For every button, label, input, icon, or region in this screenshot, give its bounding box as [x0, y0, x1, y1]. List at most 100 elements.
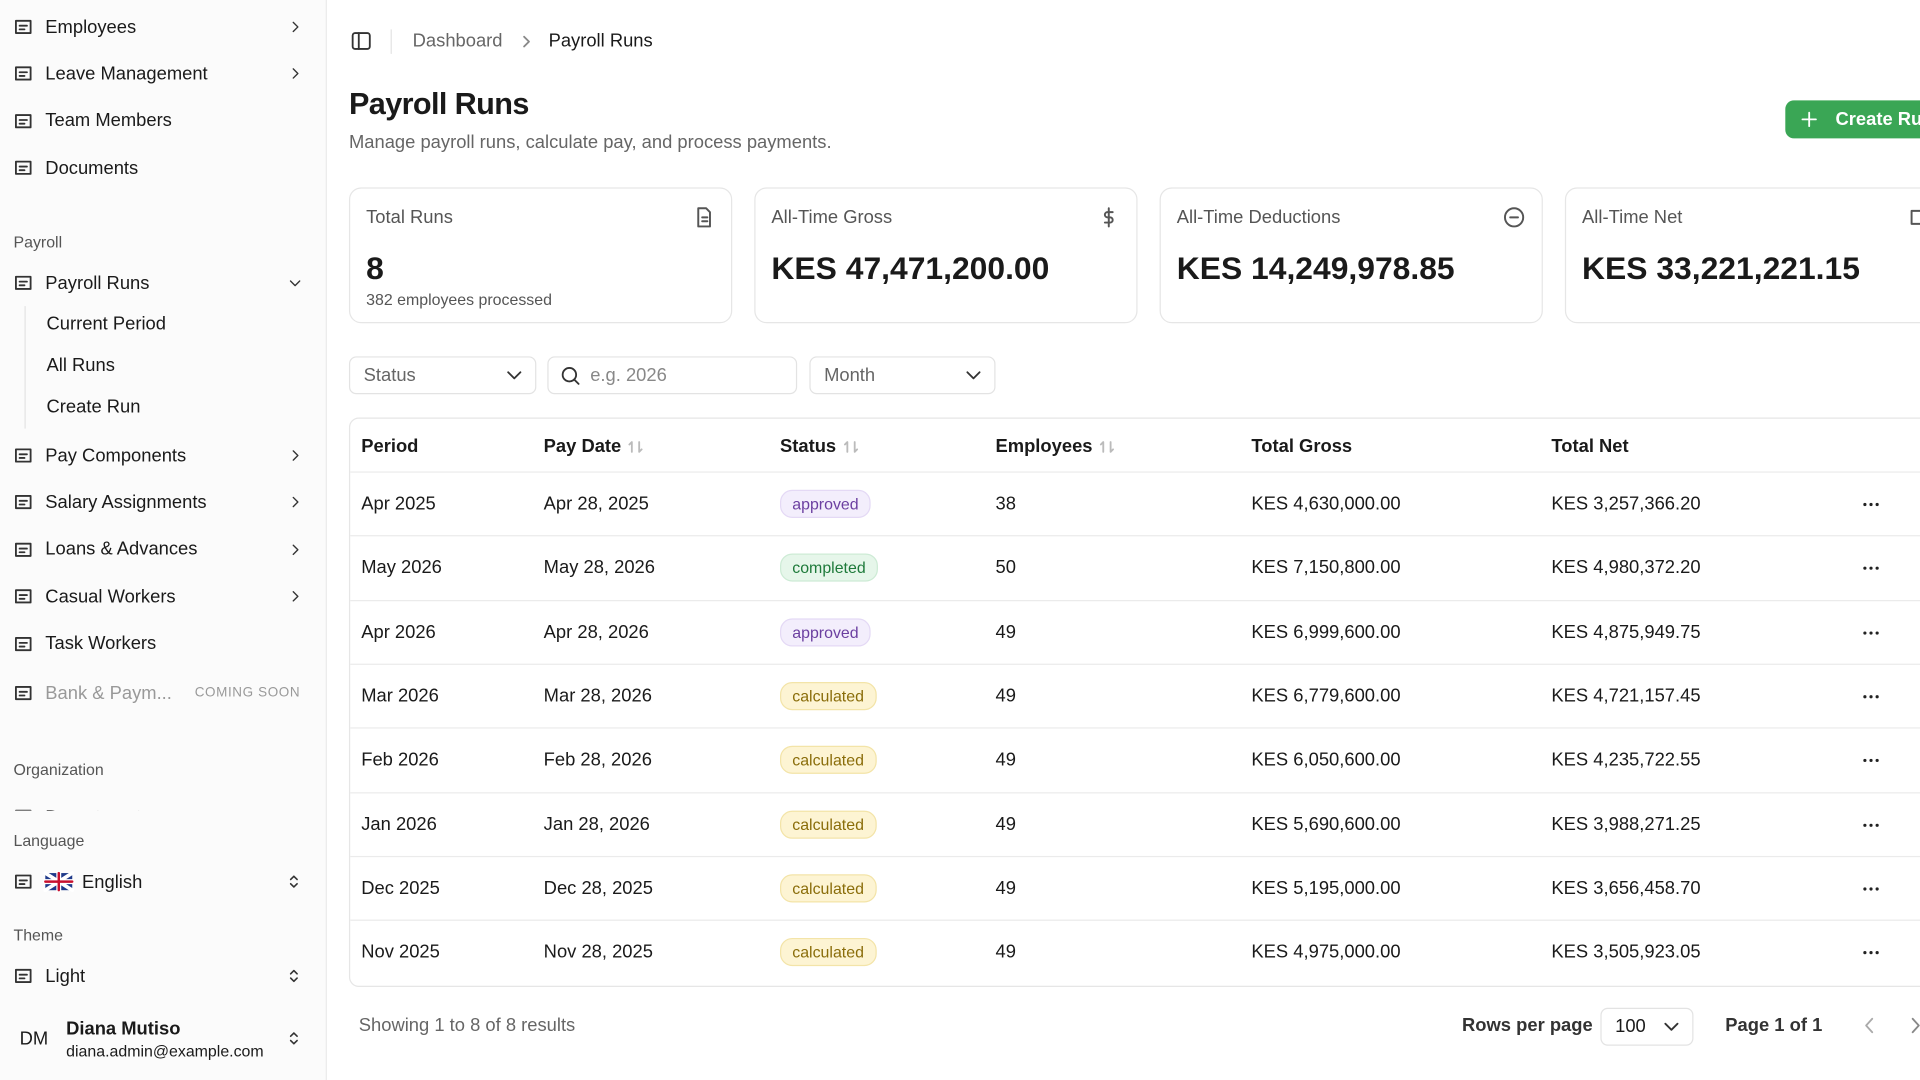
dot — [1863, 566, 1867, 571]
month-filter[interactable]: Month — [809, 356, 996, 395]
dot — [1863, 759, 1867, 763]
row-actions[interactable] — [1862, 630, 1879, 635]
icon — [15, 686, 32, 701]
table-cell: Mar 2026 — [361, 685, 439, 707]
table-cell: KES 6,999,600.00 — [1251, 621, 1401, 643]
table-cell: Apr 28, 2026 — [543, 621, 649, 643]
nav-label: Team Members — [45, 110, 172, 132]
dot — [1875, 759, 1879, 763]
coming-soon-badge: COMING SOON — [194, 685, 301, 701]
nav-item[interactable]: Light — [13, 958, 307, 995]
nav-item[interactable]: Loans & Advances — [13, 531, 307, 568]
row-actions[interactable] — [1862, 566, 1879, 571]
dot — [1863, 823, 1867, 827]
next-page[interactable] — [1911, 1017, 1920, 1034]
breadcrumb-separator — [523, 35, 530, 48]
nav-item[interactable]: Salary Assignments — [13, 484, 307, 521]
stat-icon — [1910, 209, 1920, 225]
rows-per-page-select[interactable]: 100 — [1600, 1007, 1694, 1046]
sort-icon[interactable] — [1099, 440, 1115, 455]
sort-icon[interactable] — [628, 440, 643, 455]
search-input[interactable]: e.g. 2026 — [547, 356, 798, 395]
nav-item[interactable]: Leave Management — [13, 56, 307, 93]
row-actions[interactable] — [1862, 886, 1879, 891]
create-run-button[interactable]: Create Run — [1785, 100, 1920, 139]
stat-label: Total Runs — [366, 206, 453, 228]
table-row: Dec 2025 Dec 28, 2025 calculated 49 KES 5,19… — [350, 855, 1920, 921]
table-cell: KES 4,630,000.00 — [1251, 493, 1401, 515]
table-cell: May 2026 — [361, 557, 442, 579]
status-badge: approved — [780, 489, 871, 518]
icon-shape — [15, 275, 32, 290]
row-actions[interactable] — [1862, 950, 1879, 955]
column-header[interactable]: Employees — [995, 435, 1093, 457]
status-filter[interactable]: Status — [348, 356, 537, 395]
dot — [1863, 695, 1867, 699]
nav-item[interactable]: Documents — [13, 150, 307, 187]
table-cell: KES 4,875,949.75 — [1551, 621, 1701, 643]
icon-shape — [15, 874, 32, 889]
row-actions[interactable] — [1862, 502, 1879, 507]
breadcrumb-current: Payroll Runs — [548, 30, 653, 52]
icon — [288, 809, 303, 810]
sort-icon[interactable] — [843, 440, 859, 455]
nav-item[interactable]: Payroll Runs — [13, 264, 307, 301]
stat-value: KES 14,249,978.85 — [1176, 249, 1455, 287]
status-badge: approved — [780, 617, 871, 647]
nav-sub-item[interactable]: All Runs — [46, 355, 115, 376]
nav-item[interactable]: Employees — [13, 9, 307, 46]
nav-item[interactable]: Team Members — [13, 103, 307, 140]
nav-item[interactable]: Bank & Paym... COMING SOON — [13, 675, 307, 712]
icon — [15, 448, 32, 463]
nav-label: English — [82, 871, 143, 893]
breadcrumb-link[interactable]: Dashboard — [412, 30, 503, 52]
icon-shape — [15, 636, 32, 651]
row-actions[interactable] — [1862, 822, 1879, 827]
icon — [289, 1032, 298, 1045]
nav-label: Light — [45, 965, 86, 987]
sidebar-toggle[interactable] — [351, 32, 371, 50]
dot — [1869, 951, 1873, 955]
status-badge: calculated — [780, 938, 877, 967]
nav-label: Salary Assignments — [45, 492, 207, 513]
status-badge: calculated — [780, 745, 877, 775]
column-header: Period — [361, 435, 419, 457]
chevron — [1664, 1022, 1679, 1031]
dot — [1869, 502, 1873, 507]
rows-per-page-value: 100 — [1615, 1016, 1646, 1038]
nav-label: Leave Management — [45, 63, 208, 85]
nav-item[interactable]: Departments — [13, 798, 307, 811]
table-row: Mar 2026 Mar 28, 2026 calculated 49 KES 6,77… — [350, 663, 1920, 729]
column-header[interactable]: Status — [780, 435, 837, 457]
dot — [1869, 695, 1873, 699]
icon — [292, 497, 299, 508]
icon — [15, 160, 32, 176]
table-cell: KES 4,721,157.45 — [1551, 685, 1701, 707]
column-header[interactable]: Pay Date — [543, 435, 622, 457]
nav-item[interactable]: Casual Workers — [13, 578, 307, 615]
icon — [15, 113, 32, 129]
row-actions[interactable] — [1862, 694, 1879, 699]
nav-item[interactable]: Task Workers — [13, 625, 307, 662]
table-cell: 49 — [995, 941, 1016, 963]
nav-item[interactable]: English — [13, 863, 307, 900]
table-cell: Apr 2025 — [361, 493, 436, 515]
prev-page[interactable] — [1865, 1017, 1874, 1034]
table-cell: KES 7,150,800.00 — [1251, 557, 1401, 579]
nav-sub-item[interactable]: Current Period — [46, 313, 166, 335]
row-actions[interactable] — [1862, 758, 1879, 763]
icon-shape — [1910, 209, 1920, 225]
chevron — [966, 371, 981, 380]
user-email: diana.admin@example.com — [66, 1042, 264, 1061]
icon-shape — [15, 160, 32, 176]
table-row: Feb 2026 Feb 28, 2026 calculated 49 KES 6,05… — [350, 727, 1920, 793]
nav-label: Payroll Runs — [45, 272, 150, 294]
nav-sub-item[interactable]: Create Run — [46, 396, 141, 418]
icon — [289, 875, 298, 888]
user-menu[interactable]: DM Diana Mutiso diana.admin@example.com — [0, 1011, 326, 1065]
table-cell: KES 5,195,000.00 — [1251, 877, 1401, 899]
nav-item[interactable]: Pay Components — [13, 437, 307, 474]
icon — [292, 591, 299, 602]
